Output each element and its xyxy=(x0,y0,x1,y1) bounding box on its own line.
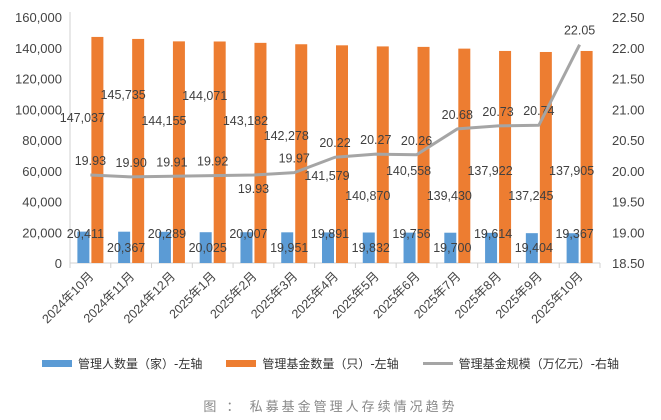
right-axis-tick-label: 20.00 xyxy=(612,164,645,179)
left-axis-tick-label: 120,000 xyxy=(15,72,62,87)
data-label-managers: 19,367 xyxy=(555,227,593,241)
data-label-managers: 20,367 xyxy=(107,241,145,255)
data-label-scale: 20.73 xyxy=(482,105,513,119)
data-label-managers: 20,025 xyxy=(189,241,227,255)
bar-funds xyxy=(132,38,145,264)
data-label-scale: 19.90 xyxy=(116,156,147,170)
bar-funds xyxy=(539,51,552,264)
bar-managers xyxy=(158,231,171,263)
bar-funds xyxy=(458,48,471,263)
bar-funds xyxy=(172,41,185,263)
data-label-scale: 20.22 xyxy=(319,136,350,150)
bar-funds xyxy=(336,45,348,263)
data-label-scale: 19.91 xyxy=(156,155,187,169)
data-label-managers: 19,832 xyxy=(352,241,390,255)
left-axis-tick-label: 0 xyxy=(55,256,62,271)
legend: 管理人数量（家）-左轴 管理基金数量（只）-左轴 管理基金规模（万亿元）-右轴 xyxy=(0,355,661,372)
data-label-managers: 19,891 xyxy=(311,227,349,241)
bar-managers xyxy=(485,232,498,263)
left-axis-tick-label: 60,000 xyxy=(22,164,62,179)
data-label-funds: 140,558 xyxy=(386,164,431,178)
data-label-managers: 19,951 xyxy=(270,241,308,255)
data-label-funds: 147,037 xyxy=(60,111,105,125)
bar-managers xyxy=(322,232,334,263)
legend-label-scale: 管理基金规模（万亿元）-右轴 xyxy=(458,357,620,371)
left-axis-tick-label: 160,000 xyxy=(15,10,62,25)
left-axis-tick-label: 40,000 xyxy=(22,195,62,210)
right-axis-tick-label: 18.50 xyxy=(612,256,645,271)
left-axis-tick-label: 100,000 xyxy=(15,102,62,117)
data-label-funds: 145,735 xyxy=(101,88,146,102)
bar-managers xyxy=(281,232,294,263)
data-label-scale: 19.97 xyxy=(279,152,310,166)
data-label-managers: 19,404 xyxy=(515,241,553,255)
data-label-managers: 20,289 xyxy=(148,227,186,241)
data-label-scale: 20.68 xyxy=(442,108,473,122)
right-axis-tick-label: 22.00 xyxy=(612,41,645,56)
data-label-funds: 143,182 xyxy=(223,114,268,128)
legend-label-managers: 管理人数量（家）-左轴 xyxy=(77,357,203,371)
legend-swatch-managers xyxy=(41,360,72,367)
data-label-funds: 142,278 xyxy=(264,129,309,143)
bar-funds xyxy=(213,41,226,263)
data-label-funds: 141,579 xyxy=(304,169,349,183)
bar-funds xyxy=(295,44,308,263)
legend-swatch-scale xyxy=(422,362,453,365)
bar-managers xyxy=(566,233,579,263)
legend-label-funds: 管理基金数量（只）-左轴 xyxy=(262,357,399,371)
data-label-funds: 140,870 xyxy=(345,189,390,203)
data-label-managers: 19,756 xyxy=(392,227,430,241)
bar-funds xyxy=(254,42,267,264)
legend-item-funds: 管理基金数量（只）-左轴 xyxy=(226,355,399,372)
bar-funds xyxy=(580,50,593,263)
data-label-funds: 137,922 xyxy=(467,164,512,178)
data-label-scale: 19.93 xyxy=(238,182,269,196)
data-label-scale: 22.05 xyxy=(564,24,595,38)
bar-managers xyxy=(77,231,90,263)
data-label-funds: 144,155 xyxy=(141,114,186,128)
data-label-scale: 19.93 xyxy=(75,154,106,168)
chart-svg: 0 20,000 40,000 60,000 80,000 100,000 120,000 1… xyxy=(15,10,645,326)
data-label-funds: 139,430 xyxy=(427,189,472,203)
bar-managers xyxy=(525,233,538,263)
bar-funds xyxy=(499,50,512,264)
right-axis-tick-label: 19.50 xyxy=(612,195,645,210)
right-axis-tick-label: 21.00 xyxy=(612,102,645,117)
bar-managers xyxy=(118,231,131,263)
bar-funds xyxy=(417,46,430,263)
right-axis-tick-label: 22.50 xyxy=(612,10,645,25)
data-label-scale: 19.92 xyxy=(197,155,228,169)
legend-item-scale: 管理基金规模（万亿元）-右轴 xyxy=(422,355,620,372)
legend-item-managers: 管理人数量（家）-左轴 xyxy=(41,355,203,372)
bar-managers xyxy=(240,232,253,263)
right-axis-tick-label: 21.50 xyxy=(612,72,645,87)
left-axis-tick-label: 140,000 xyxy=(15,41,62,56)
data-label-funds: 137,905 xyxy=(549,164,594,178)
data-label-funds: 144,071 xyxy=(182,89,227,103)
bar-managers xyxy=(362,232,375,263)
left-axis-tick-label: 80,000 xyxy=(22,133,62,148)
right-axis-tick-label: 19.00 xyxy=(612,225,645,240)
data-label-managers: 20,007 xyxy=(229,227,267,241)
data-label-managers: 19,700 xyxy=(433,241,471,255)
right-axis-tick-label: 20.50 xyxy=(612,133,645,148)
legend-swatch-funds xyxy=(226,360,257,367)
data-label-funds: 137,245 xyxy=(508,189,553,203)
data-label-scale: 20.27 xyxy=(360,133,391,147)
bar-managers xyxy=(444,232,457,263)
left-axis-tick-label: 20,000 xyxy=(22,225,62,240)
figure-caption: 图 ： 私募基金管理人存续情况趋势 xyxy=(203,400,458,415)
data-label-managers: 19,614 xyxy=(474,227,512,241)
data-label-managers: 20,411 xyxy=(67,227,104,241)
bar-managers xyxy=(199,232,212,263)
line-scale xyxy=(90,43,581,179)
data-label-scale: 20.26 xyxy=(401,134,432,148)
bar-managers xyxy=(403,232,416,263)
bar-funds xyxy=(91,36,104,264)
